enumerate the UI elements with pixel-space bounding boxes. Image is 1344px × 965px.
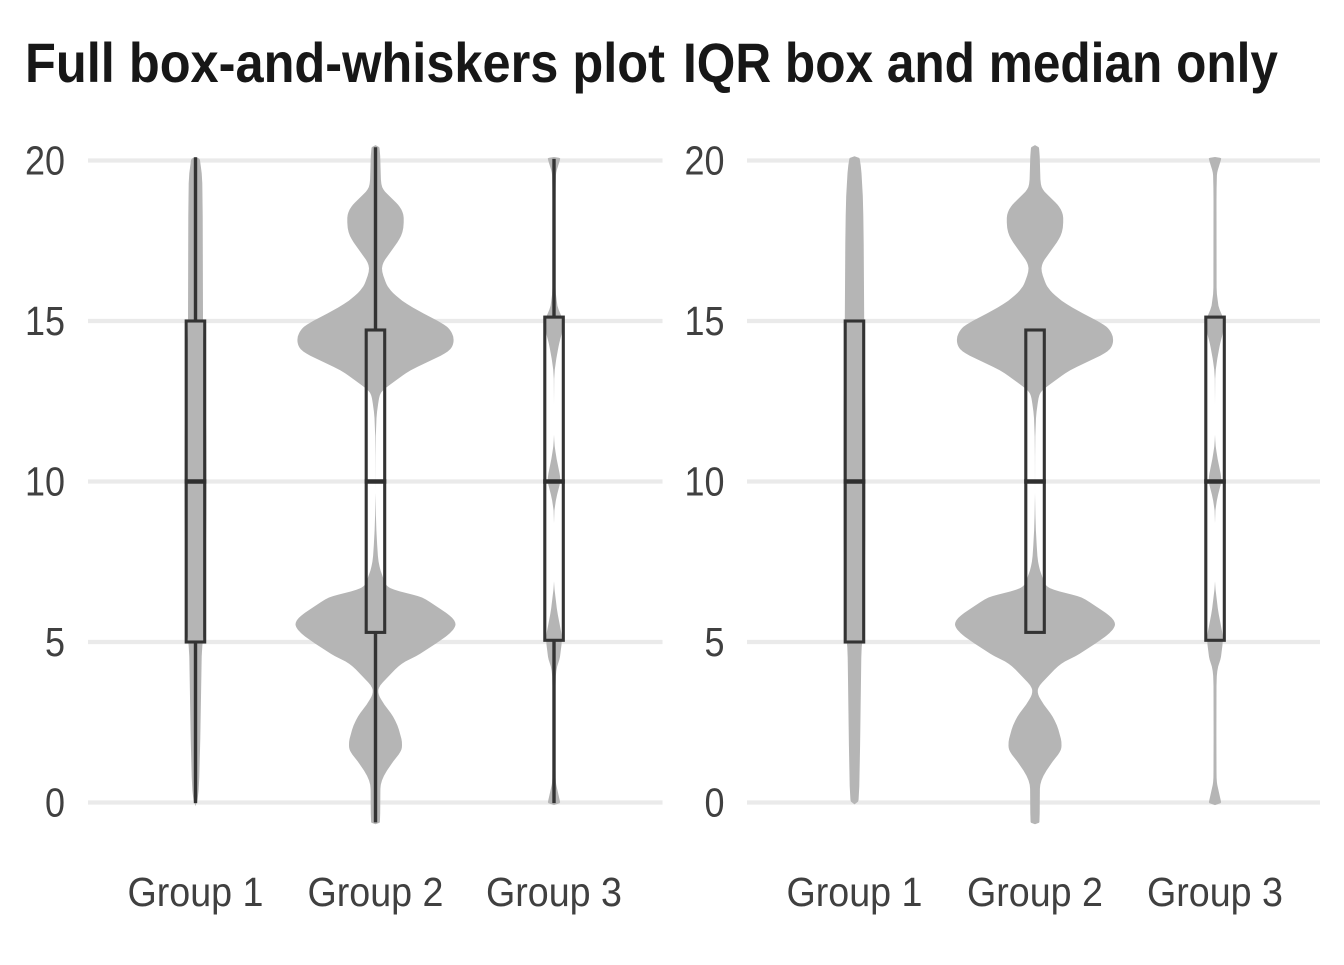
svg-text:20: 20 — [25, 138, 65, 184]
svg-text:10: 10 — [25, 459, 65, 505]
svg-text:15: 15 — [25, 298, 65, 344]
svg-text:15: 15 — [685, 298, 725, 344]
svg-text:Group 2: Group 2 — [308, 869, 444, 915]
svg-text:20: 20 — [685, 138, 725, 184]
svg-text:10: 10 — [685, 459, 725, 505]
svg-text:5: 5 — [45, 619, 65, 665]
svg-text:Full box-and-whiskers plot: Full box-and-whiskers plot — [25, 31, 665, 94]
svg-text:Group 2: Group 2 — [967, 869, 1103, 915]
svg-text:IQR box and median only: IQR box and median only — [683, 31, 1278, 94]
svg-text:Group 1: Group 1 — [787, 869, 923, 915]
svg-text:Group 1: Group 1 — [128, 869, 264, 915]
svg-text:Group 3: Group 3 — [486, 869, 622, 915]
svg-text:5: 5 — [705, 619, 725, 665]
svg-text:0: 0 — [45, 780, 65, 826]
svg-text:Group 3: Group 3 — [1147, 869, 1283, 915]
svg-text:0: 0 — [705, 780, 725, 826]
